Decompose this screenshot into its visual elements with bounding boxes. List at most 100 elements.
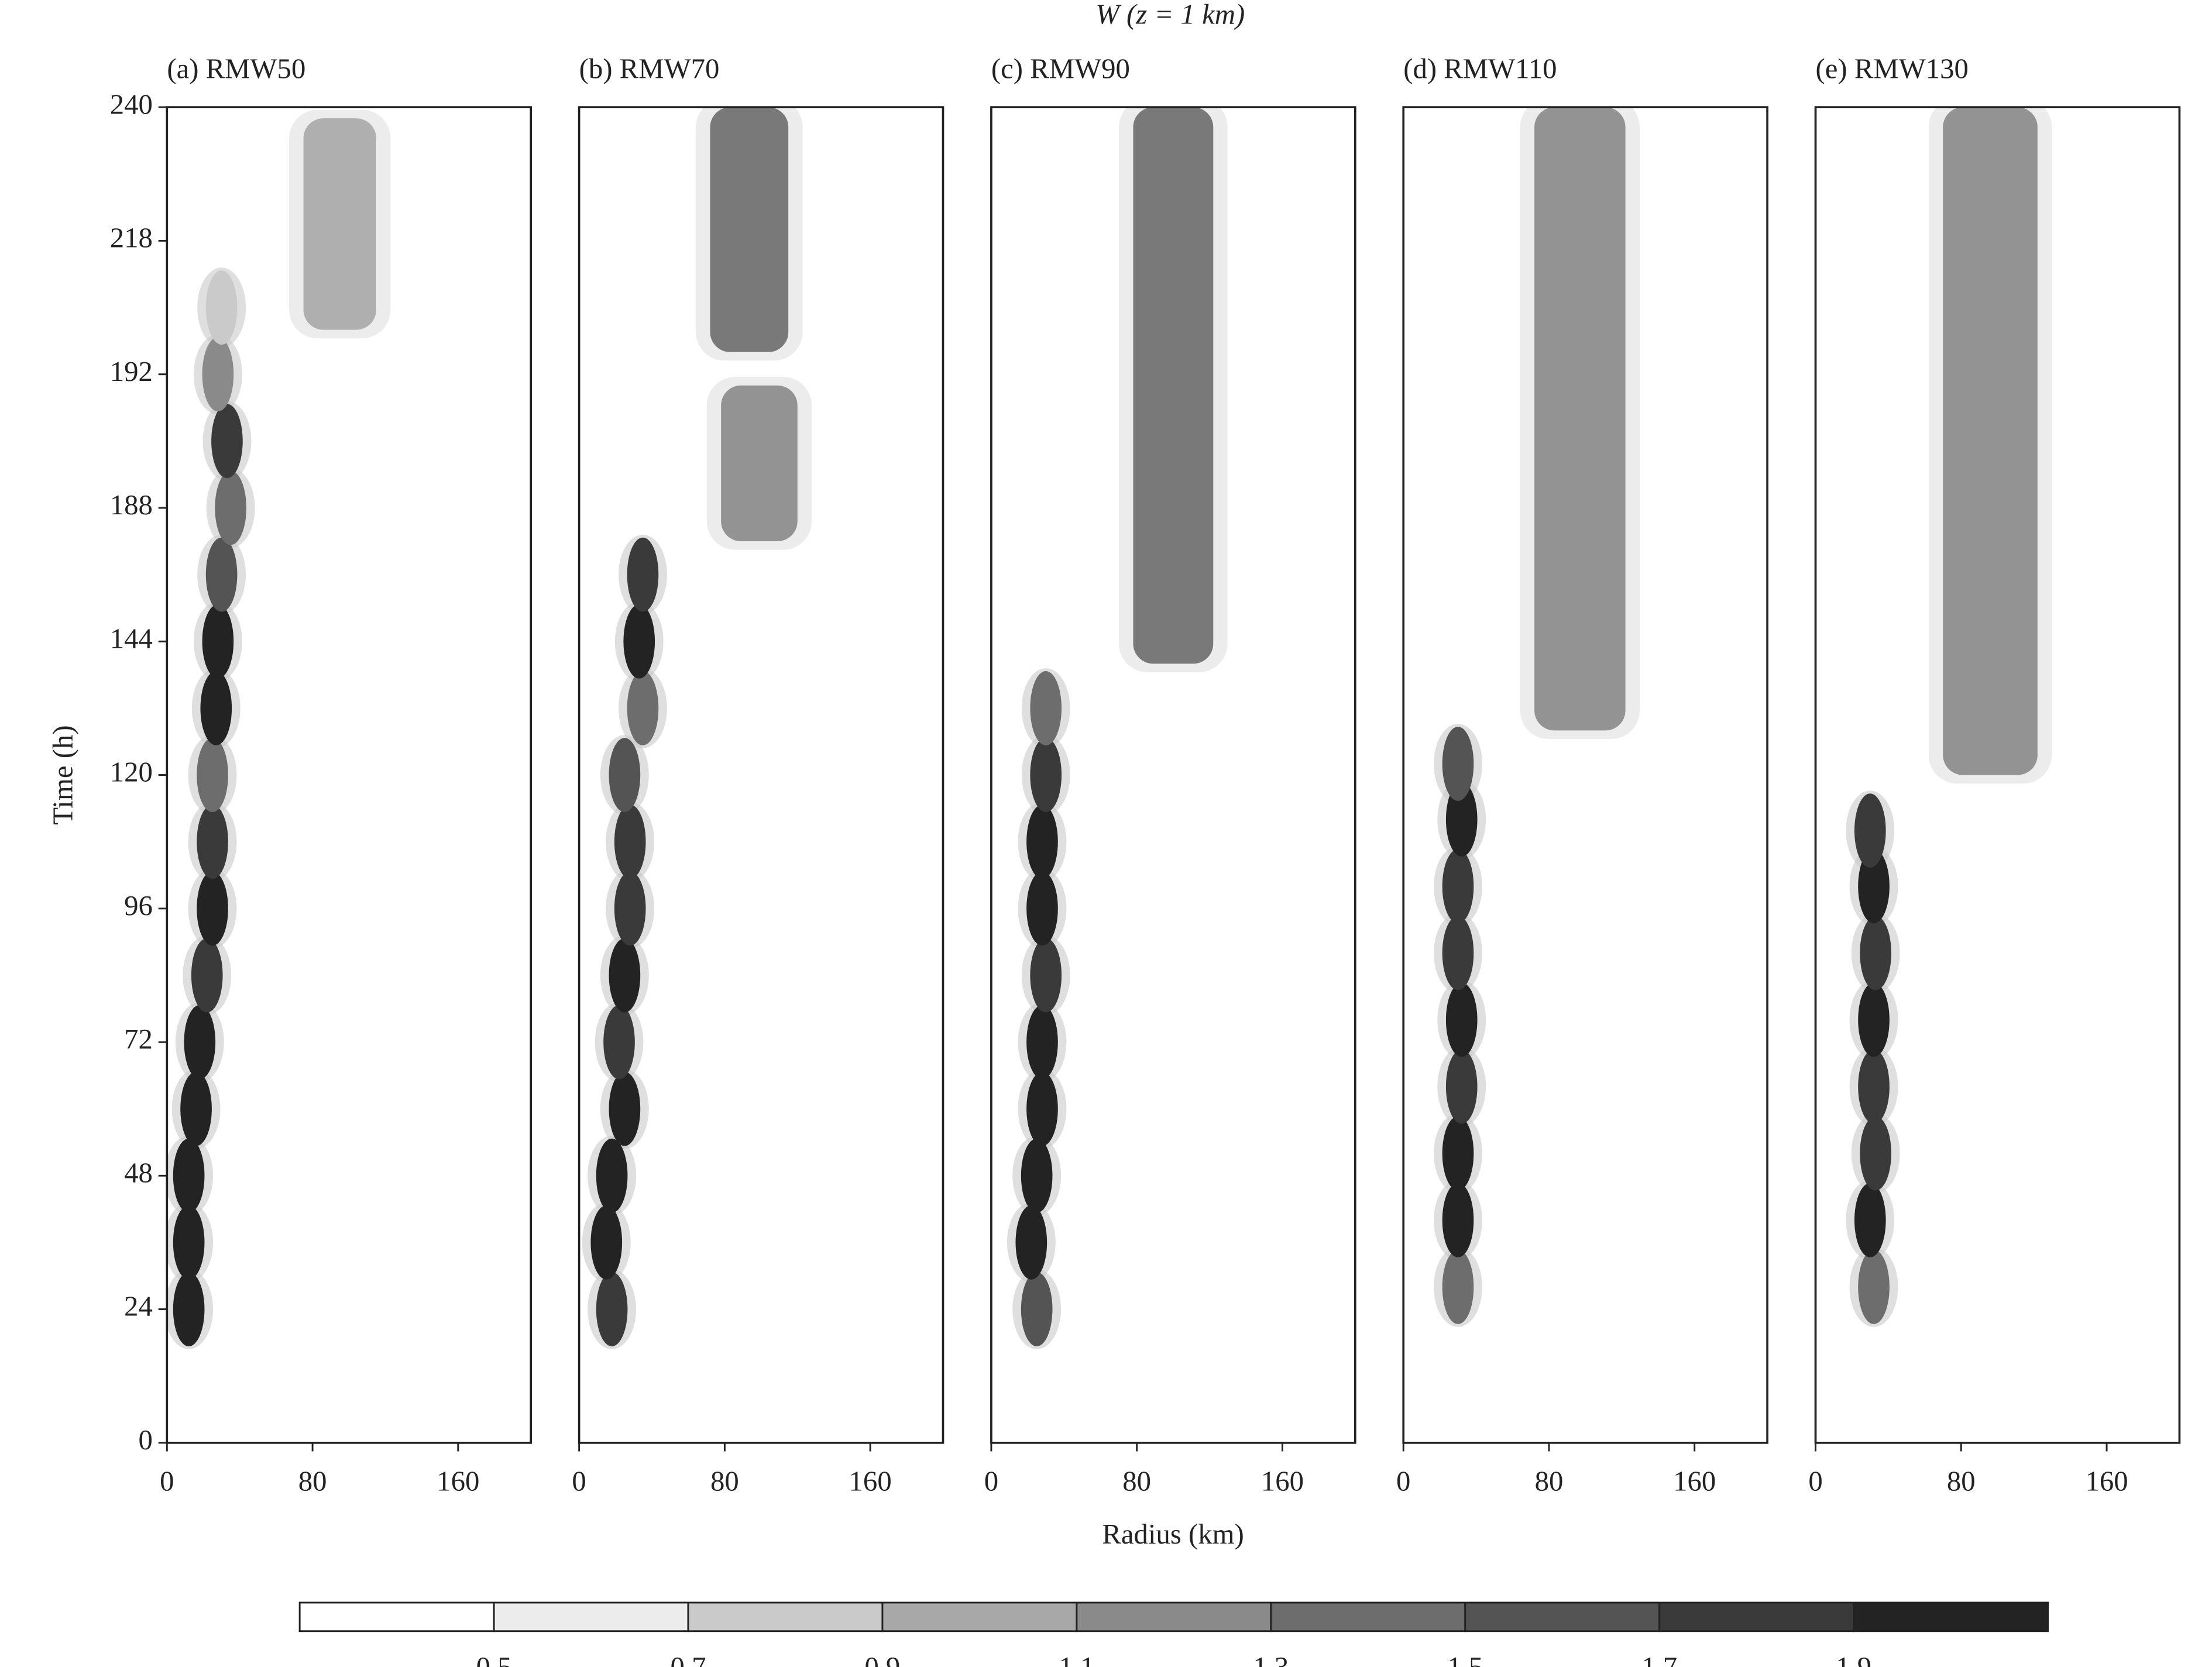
eyewall-cell — [609, 938, 641, 1013]
eyewall-cell — [202, 337, 234, 412]
x-tick-label: 160 — [437, 1466, 479, 1497]
eyewall-cell — [1858, 1049, 1890, 1124]
colorbar-label: 0.9 — [864, 1651, 900, 1667]
eyewall-cell — [623, 604, 655, 679]
panel-marks — [1434, 107, 1640, 1327]
eyewall-cell — [197, 871, 228, 946]
eyewall-cell — [1030, 938, 1062, 1013]
eyewall-cell — [1445, 982, 1478, 1057]
y-tick-label: 48 — [124, 1157, 153, 1188]
panel-frame — [1814, 106, 2181, 1444]
eyewall-cell — [191, 938, 223, 1013]
eyewall-cell — [200, 671, 232, 745]
y-tick-label: 120 — [110, 757, 153, 788]
eyewall-cell — [614, 871, 646, 946]
eyewall-cell — [1445, 1049, 1478, 1124]
eyewall-cell — [1858, 1250, 1890, 1324]
colorbar-box — [1464, 1601, 1661, 1632]
panel: (b) RMW70 0 80 160 — [572, 53, 944, 1497]
colorbar-box — [1658, 1601, 1855, 1632]
panel-marks — [1846, 107, 2052, 1327]
colorbar-label: 1.1 — [1059, 1651, 1094, 1667]
figure-title: W (z = 1 km) — [1095, 0, 1245, 30]
eyewall-cell — [1854, 793, 1886, 868]
x-tick-label: 160 — [2085, 1466, 2128, 1497]
x-axis-label: Radius (km) — [1102, 1518, 1244, 1550]
panel-frame — [1402, 106, 1768, 1444]
eyewall-cell — [1860, 1116, 1891, 1191]
colorbar-label: 1.7 — [1641, 1651, 1677, 1667]
y-tick-label: 96 — [124, 890, 153, 922]
x-tick-label: 80 — [298, 1466, 327, 1497]
panel-frame — [578, 106, 944, 1444]
outer-band — [710, 107, 789, 352]
panel-title: (c) RMW90 — [991, 53, 1130, 84]
y-tick-label: 0 — [139, 1424, 153, 1456]
eyewall-cell — [596, 1138, 628, 1213]
panel-marks — [167, 109, 391, 1349]
outer-band — [721, 385, 798, 542]
x-tick-label: 0 — [984, 1466, 998, 1497]
eyewall-cell — [205, 270, 238, 345]
eyewall-cell — [1442, 849, 1474, 924]
eyewall-cell — [627, 537, 659, 612]
panel: (d) RMW110 0 80 160 — [1396, 53, 1768, 1497]
eyewall-cell — [1854, 1183, 1886, 1257]
x-tick-label: 80 — [1122, 1466, 1151, 1497]
eyewall-cell — [627, 671, 659, 745]
y-tick-label: 72 — [124, 1023, 153, 1055]
panel: (a) RMW50 0 80 160 0 24 48 72 96 120 144 188 192 218 2… — [110, 53, 533, 1497]
panel-title: (b) RMW70 — [579, 53, 720, 84]
eyewall-cell — [202, 604, 234, 679]
eyewall-cell — [609, 738, 641, 812]
panel-marks — [582, 107, 812, 1349]
eyewall-cell — [1442, 916, 1474, 991]
eyewall-cell — [1442, 1116, 1474, 1191]
colorbar-box — [298, 1601, 495, 1632]
colorbar-box — [881, 1601, 1078, 1632]
eyewall-cell — [173, 1272, 205, 1346]
x-tick-label: 80 — [710, 1466, 739, 1497]
eyewall-cell — [1021, 1138, 1053, 1213]
eyewall-cell — [184, 1005, 216, 1080]
x-tick-label: 0 — [160, 1466, 174, 1497]
y-tick-label: 218 — [110, 222, 153, 254]
eyewall-cell — [1442, 1183, 1474, 1257]
colorbar-box — [493, 1601, 689, 1632]
y-tick-label: 188 — [110, 489, 153, 521]
eyewall-cell — [1858, 849, 1890, 924]
x-tick-label: 160 — [1673, 1466, 1716, 1497]
eyewall-cell — [1015, 1205, 1047, 1280]
panel-title: (e) RMW130 — [1816, 53, 1969, 84]
y-tick-label: 24 — [124, 1291, 153, 1322]
x-tick-label: 160 — [1261, 1466, 1304, 1497]
eyewall-cell — [197, 738, 228, 812]
eyewall-cell — [215, 470, 246, 545]
panel: (c) RMW90 0 80 160 — [984, 53, 1356, 1497]
eyewall-cell — [1442, 1250, 1474, 1324]
eyewall-cell — [1442, 727, 1474, 801]
eyewall-cell — [596, 1272, 628, 1346]
colorbar-box — [1270, 1601, 1466, 1632]
eyewall-cell — [1026, 1071, 1058, 1146]
panel-marks — [1007, 107, 1228, 1349]
colorbar-box — [687, 1601, 884, 1632]
x-tick-label: 0 — [572, 1466, 586, 1497]
x-tick-label: 0 — [1396, 1466, 1410, 1497]
eyewall-cell — [1860, 916, 1891, 991]
eyewall-cell — [1021, 1272, 1053, 1346]
y-axis-label: Time (h) — [47, 725, 78, 824]
eyewall-cell — [211, 404, 243, 479]
eyewall-cell — [590, 1205, 623, 1280]
eyewall-cell — [1030, 738, 1062, 812]
x-tick-label: 0 — [1808, 1466, 1822, 1497]
eyewall-cell — [205, 537, 238, 612]
colorbar-label: 0.5 — [476, 1651, 512, 1667]
x-tick-label: 80 — [1535, 1466, 1564, 1497]
eyewall-cell — [1030, 671, 1062, 745]
eyewall-cell — [1026, 871, 1058, 946]
eyewall-cell — [197, 805, 228, 879]
x-tick-label: 160 — [849, 1466, 892, 1497]
y-tick-label: 144 — [110, 623, 153, 654]
